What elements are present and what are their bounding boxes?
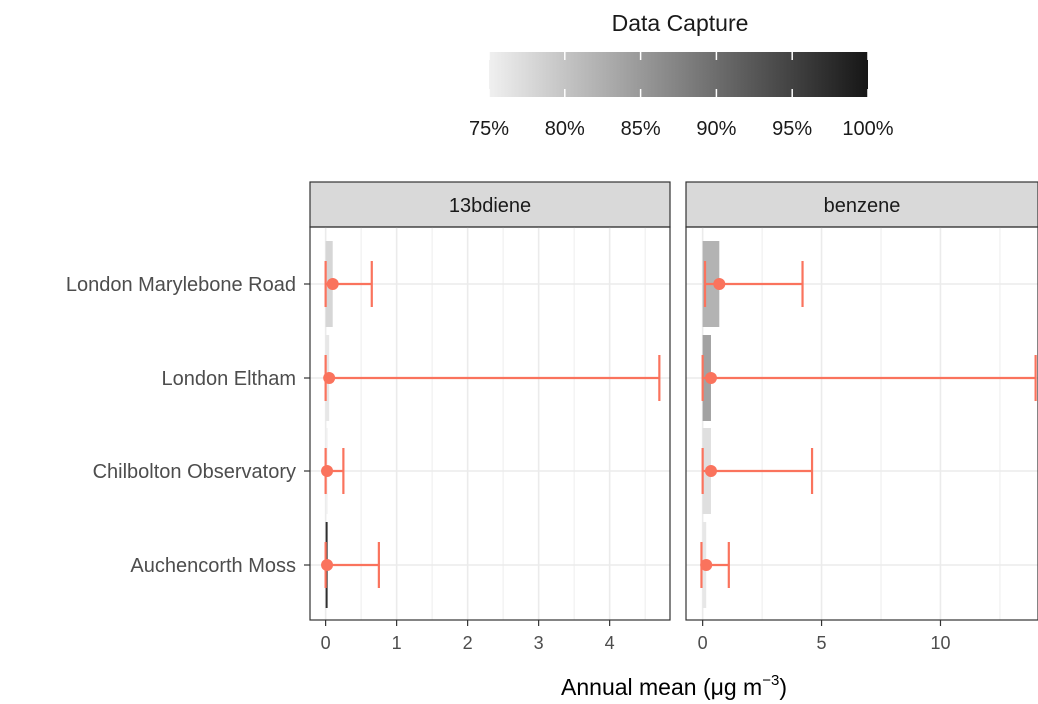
panel-strip-label: benzene [824, 195, 901, 217]
y-axis-labels: London Marylebone Road London Eltham Chilb… [66, 274, 310, 577]
panel-1: benzene 0 5 10 [685, 181, 1038, 653]
x-tick-label: 5 [817, 633, 827, 653]
legend-title: Data Capture [612, 10, 749, 36]
mean-point [326, 278, 339, 290]
mean-point [704, 465, 717, 477]
legend-tick-label: 75% [469, 118, 509, 140]
panel-strip-label: 13bdiene [449, 195, 531, 217]
mean-point [321, 559, 334, 571]
y-tick-label: London Eltham [161, 368, 296, 390]
legend-tick-label: 95% [772, 118, 812, 140]
legend-tick-label: 85% [621, 118, 661, 140]
panel-border [309, 226, 671, 621]
panel-strip [685, 181, 1038, 228]
legend-tick-label: 90% [696, 118, 736, 140]
x-axis-title: Annual mean (μg m−3) [561, 672, 787, 700]
plot-area [686, 227, 1038, 620]
x-tick-label: 1 [392, 633, 402, 653]
legend-tick-label: 100% [842, 118, 893, 140]
x-tick-label: 10 [930, 633, 950, 653]
panel-border [685, 226, 1038, 621]
mean-point [704, 372, 717, 384]
plot-area [310, 227, 670, 620]
legend-ticks: 75% 80% 85% 90% 95% 100% [469, 52, 894, 140]
y-tick-label: London Marylebone Road [66, 274, 296, 296]
x-tick-label: 0 [321, 633, 331, 653]
mean-point [323, 372, 336, 384]
legend-tick-label: 80% [545, 118, 585, 140]
x-tick-label: 4 [605, 633, 615, 653]
x-tick-label: 2 [463, 633, 473, 653]
legend-colorbar [489, 52, 868, 97]
y-tick-label: Auchencorth Moss [130, 555, 296, 577]
mean-point [700, 559, 713, 571]
mean-point [321, 465, 334, 477]
panel-0: 13bdiene 0 1 2 3 4 [309, 181, 671, 653]
y-tick-label: Chilbolton Observatory [93, 461, 296, 483]
x-tick-label: 0 [698, 633, 708, 653]
panels: 13bdiene 0 1 2 3 4 benzene 0 5 10 [309, 181, 1038, 653]
x-tick-label: 3 [534, 633, 544, 653]
mean-point [713, 278, 726, 290]
legend: Data Capture 75% 80% 85% 90% 95% 100% [469, 10, 894, 140]
